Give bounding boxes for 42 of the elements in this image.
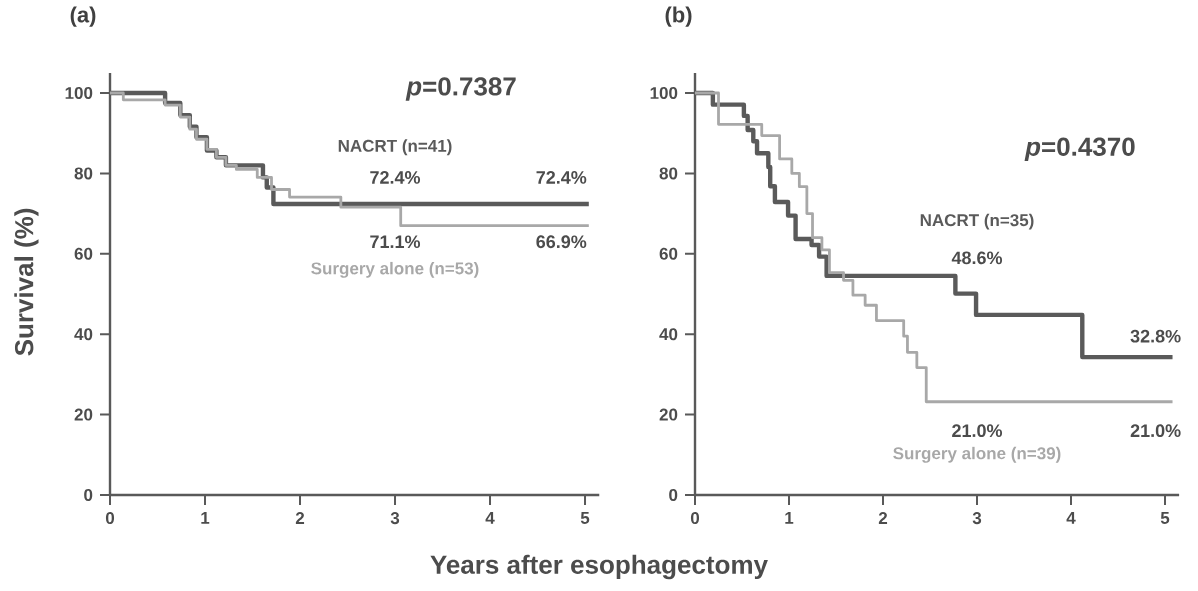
text: NACRT (n=35) [920, 213, 1034, 230]
y-tick-label: 100 [65, 87, 93, 100]
y-tick-label: 60 [74, 247, 93, 260]
x-tick-label: 3 [390, 512, 400, 525]
y-tick-label: 0 [84, 489, 93, 502]
y-tick-label: 80 [659, 167, 678, 180]
annotation: 66.9% [536, 235, 587, 249]
y-tick-label: 40 [659, 328, 678, 341]
y-tick-label: 0 [669, 489, 678, 502]
x-axis-title: Years after esophagectomy [430, 554, 768, 580]
annotation: p=0.4370 [1024, 137, 1135, 162]
annotation: p=0.7387 [405, 77, 516, 101]
text: Surgery alone (n=53) [311, 261, 479, 278]
x-tick-label: 2 [878, 512, 888, 524]
x-tick-label: 5 [580, 512, 590, 524]
annotation: 32.8% [1130, 329, 1181, 343]
x-tick-label: 1 [201, 512, 210, 524]
chart-title: (b) [665, 6, 692, 27]
x-tick-label: 5 [1160, 512, 1170, 524]
x-tick-label: 2 [295, 512, 305, 524]
y-tick-label: 60 [659, 247, 678, 260]
y-tick-label: 40 [74, 328, 93, 341]
chart-title: (a) [70, 6, 96, 27]
x-tick-label: 4 [485, 512, 495, 524]
y-tick-label: 100 [650, 87, 678, 100]
y-tick-label: 20 [74, 408, 93, 421]
text: Surgery alone (n=39) [893, 446, 1061, 463]
annotation: 72.4% [370, 171, 421, 184]
annotation: 21.0% [1130, 424, 1181, 438]
y-axis-title: Survival (%) [14, 208, 39, 356]
text: NACRT (n=41) [338, 139, 452, 156]
x-tick-label: 3 [972, 512, 982, 525]
annotation: 71.1% [370, 235, 421, 249]
x-tick-label: 4 [1066, 512, 1076, 524]
x-tick-label: 0 [105, 512, 115, 525]
annotation: 21.0% [952, 424, 1003, 438]
y-tick-label: 20 [659, 408, 678, 421]
annotation: 72.4% [536, 171, 587, 184]
x-tick-label: 1 [785, 512, 794, 524]
x-tick-label: 0 [690, 512, 700, 525]
annotation: 48.6% [951, 251, 1003, 265]
y-tick-label: 80 [74, 167, 93, 180]
